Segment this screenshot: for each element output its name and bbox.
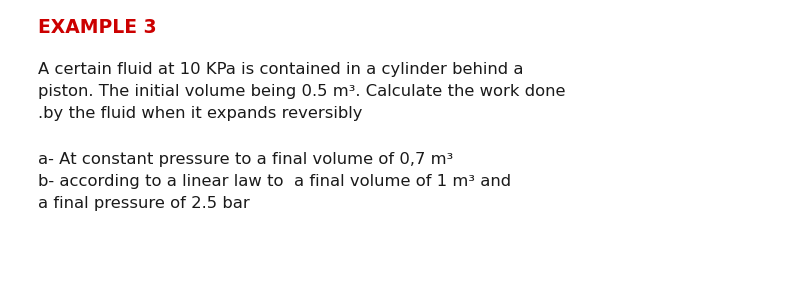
Text: EXAMPLE 3: EXAMPLE 3: [38, 18, 157, 37]
Text: a- At constant pressure to a final volume of 0,7 m³: a- At constant pressure to a final volum…: [38, 152, 454, 167]
Text: .by the fluid when it expands reversibly: .by the fluid when it expands reversibly: [38, 106, 362, 121]
Text: b- according to a linear law to  a final volume of 1 m³ and: b- according to a linear law to a final …: [38, 174, 511, 189]
Text: A certain fluid at 10 KPa is contained in a cylinder behind a: A certain fluid at 10 KPa is contained i…: [38, 62, 523, 77]
Text: a final pressure of 2.5 bar: a final pressure of 2.5 bar: [38, 196, 250, 211]
Text: piston. The initial volume being 0.5 m³. Calculate the work done: piston. The initial volume being 0.5 m³.…: [38, 84, 566, 99]
